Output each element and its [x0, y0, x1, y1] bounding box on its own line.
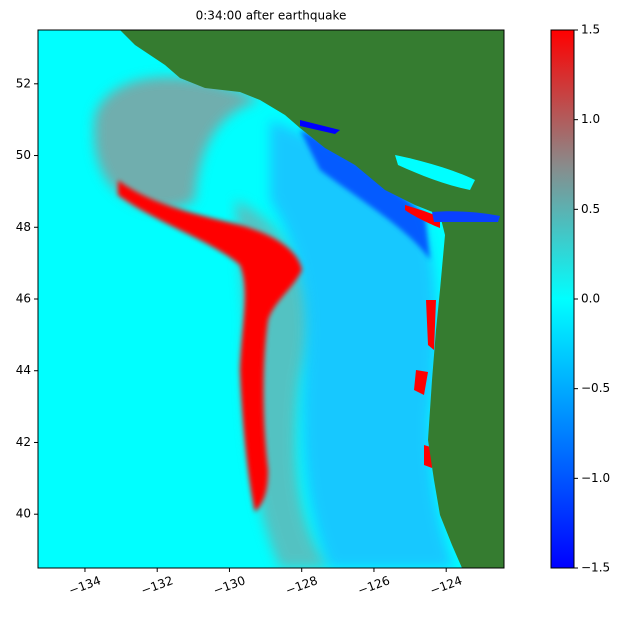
x-tick-label: −132 — [139, 573, 175, 597]
map-image — [38, 30, 504, 568]
colorbar — [550, 29, 575, 569]
colorbar-tick-label: 0.5 — [581, 202, 600, 216]
colorbar-tick-label: −0.5 — [581, 381, 610, 395]
chart-title: 0:34:00 after earthquake — [196, 9, 347, 23]
x-tick-label: −134 — [67, 573, 103, 597]
y-tick-label: 42 — [16, 435, 31, 449]
colorbar-tick-label: 1.5 — [581, 23, 600, 37]
x-tick-label: −126 — [356, 573, 392, 597]
y-tick-label: 46 — [16, 292, 31, 306]
y-tick-label: 52 — [16, 76, 31, 90]
colorbar-tick-label: 1.0 — [581, 112, 600, 126]
y-tick-label: 50 — [16, 148, 31, 162]
colorbar-tick-label: −1.0 — [581, 471, 610, 485]
x-tick-label: −124 — [428, 573, 464, 597]
y-tick-label: 44 — [16, 363, 31, 377]
y-tick-label: 48 — [16, 220, 31, 234]
x-tick-label: −128 — [284, 573, 320, 597]
y-tick-label: 40 — [16, 507, 31, 521]
colorbar-tick-label: −1.5 — [581, 561, 610, 575]
colorbar-tick-label: 0.0 — [581, 292, 600, 306]
x-tick-label: −130 — [211, 573, 247, 597]
